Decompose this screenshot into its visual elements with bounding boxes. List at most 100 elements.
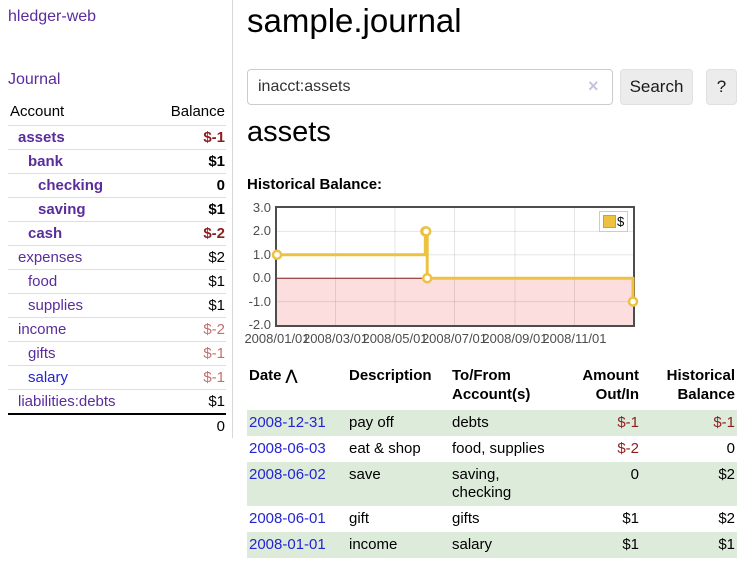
transaction-accounts: gifts [452,510,480,527]
x-axis-tick-label: 2008/05/01 [362,331,428,346]
accounts-total-value: 0 [150,413,226,438]
register-table: Date ⋀ Description To/From Account(s) Am… [247,362,737,558]
description-column-header: Description [349,367,432,384]
date-column-header[interactable]: Date ⋀ [249,367,298,384]
x-axis-tick-label: 2008/03/01 [302,331,369,346]
account-balance: $1 [150,149,226,174]
sidebar-account-link-cash[interactable]: cash [28,225,63,242]
account-row: income $-2 [8,317,226,342]
transaction-amount: $1 [622,536,639,553]
y-axis-tick-label: -2.0 [248,317,271,332]
transaction-row[interactable]: 2008-06-02 save saving, checking 0 $2 [247,462,737,506]
account-balance: $-2 [150,221,226,246]
transaction-accounts: food, supplies [452,440,545,457]
transaction-description: income [349,536,398,553]
y-axis-tick-label: 1.0 [252,246,271,262]
register-table-body: 2008-12-31 pay off debts $-1 $-1 2008-06-03 ea… [247,410,737,558]
account-balance: $-1 [150,125,226,150]
sidebar-account-link-income[interactable]: income [18,321,67,338]
y-axis-tick-label: -1.0 [248,293,271,309]
account-balance: $-1 [150,341,226,366]
sidebar-account-link-supplies[interactable]: supplies [28,297,84,314]
y-axis-tick-label: 0.0 [252,270,271,286]
transaction-date-link[interactable]: 2008-01-01 [249,536,326,553]
transaction-description: eat & shop [349,440,421,457]
account-row: checking 0 [8,173,226,198]
transaction-amount: $-1 [617,414,639,431]
account-balance-table: Account Balance assets $-1 bank $1 checking 0… [8,101,226,438]
sidebar-account-link-saving[interactable]: saving [38,201,86,218]
balance-chart: $ 3.0 2.0 1.0 0.0 -1.0 -2.0 2008/01/01 2008/03/… [244,200,739,351]
sidebar-account-link-liabilities-debts[interactable]: liabilities:debts [18,393,116,410]
transaction-date-link[interactable]: 2008-12-31 [249,414,326,431]
amount-column-header: Amount Out/In [582,367,639,403]
transaction-balance: $-1 [713,414,735,431]
transaction-row[interactable]: 2008-06-03 eat & shop food, supplies $-2 0 [247,436,737,462]
transaction-balance: $1 [718,536,735,553]
sidebar: hledger-web Journal Account Balance asse… [0,0,233,438]
search-button[interactable]: Search [620,69,693,105]
x-axis-tick-label: 2008/11/01 [542,331,607,346]
sidebar-account-link-gifts[interactable]: gifts [28,345,56,362]
sidebar-account-link-checking[interactable]: checking [38,177,104,194]
app-title-link[interactable]: hledger-web [8,8,97,25]
transaction-amount: 0 [630,466,639,483]
transaction-balance: $2 [718,510,735,527]
account-balance: $-2 [150,317,226,342]
help-button[interactable]: ? [706,69,737,105]
transaction-accounts: salary [452,536,493,553]
accounts-total-row: 0 [8,413,226,438]
account-row: salary $-1 [8,365,226,390]
transaction-balance: $2 [718,466,735,483]
accounts-column-header: To/From Account(s) [452,367,531,403]
page-title: sample.journal [247,2,462,39]
x-axis-tick-label: 2008/09/01 [482,331,548,346]
transaction-amount: $1 [622,510,639,527]
sidebar-account-link-bank[interactable]: bank [28,153,64,170]
account-column-header: Account [10,103,65,120]
account-row: assets $-1 [8,125,226,150]
sidebar-item-journal[interactable]: Journal [8,71,61,88]
account-row: cash $-2 [8,221,226,246]
chart-canvas [271,208,639,325]
transaction-accounts: saving, checking [452,466,512,501]
x-axis-tick-label: 2008/07/01 [421,331,488,346]
chart-legend: $ [599,211,629,232]
chart-plot-area [271,206,639,327]
account-balance: $1 [150,389,226,414]
legend-swatch-icon [603,215,616,228]
account-row: supplies $1 [8,293,226,318]
transaction-date-link[interactable]: 2008-06-01 [249,510,326,527]
y-axis-tick-label: 3.0 [252,200,271,215]
y-axis-tick-label: 2.0 [252,223,271,239]
account-balance: $1 [150,269,226,294]
transaction-amount: $-2 [617,440,639,457]
account-table-body: assets $-1 bank $1 checking 0 saving $1 cash $-2 e… [8,125,226,438]
transaction-row[interactable]: 2008-12-31 pay off debts $-1 $-1 [247,410,737,436]
account-balance: $1 [150,293,226,318]
chart-title: Historical Balance: [247,176,383,193]
search-input[interactable] [247,69,613,105]
x-axis-tick-label: 2008/01/01 [244,331,310,346]
account-balance: $1 [150,197,226,222]
sidebar-account-link-salary[interactable]: salary [28,369,69,386]
transaction-row[interactable]: 2008-06-01 gift gifts $1 $2 [247,506,737,532]
transaction-accounts: debts [452,414,489,431]
sidebar-account-link-food[interactable]: food [28,273,58,290]
legend-label: $ [617,214,625,229]
account-row: gifts $-1 [8,341,226,366]
transaction-row[interactable]: 2008-01-01 income salary $1 $1 [247,532,737,558]
balance-column-header-register: Historical Balance [666,367,735,403]
sidebar-account-link-assets[interactable]: assets [18,129,65,146]
transaction-date-link[interactable]: 2008-06-02 [249,466,326,483]
account-balance: $-1 [150,365,226,390]
clear-search-icon[interactable]: × [588,76,599,96]
transaction-description: gift [349,510,370,527]
sort-ascending-icon: ⋀ [285,367,298,383]
account-heading: assets [247,116,331,148]
account-row: liabilities:debts $1 [8,389,226,414]
transaction-description: save [349,466,381,483]
sidebar-account-link-expenses[interactable]: expenses [18,249,83,266]
transaction-date-link[interactable]: 2008-06-03 [249,440,326,457]
account-row: expenses $2 [8,245,226,270]
